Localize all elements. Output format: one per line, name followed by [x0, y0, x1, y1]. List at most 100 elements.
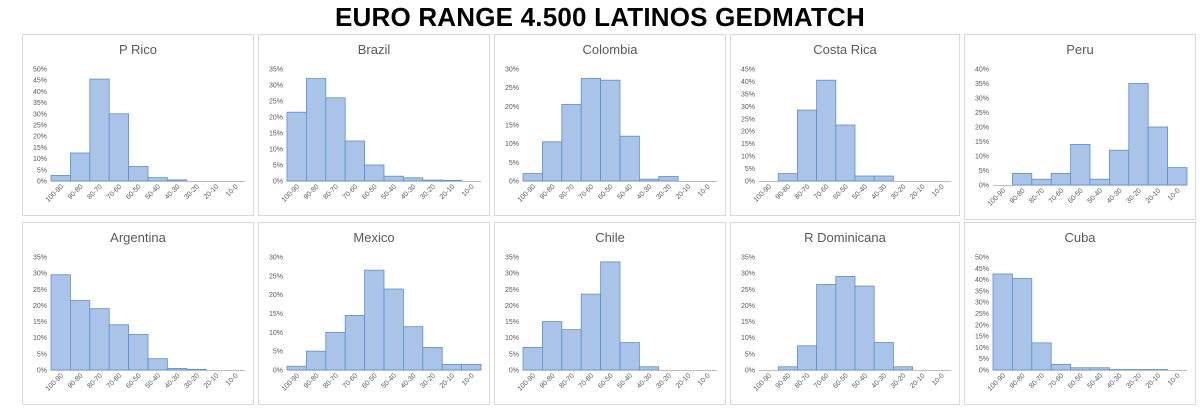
x-tick-label: 80-70	[322, 183, 340, 201]
y-tick-label: 0%	[509, 368, 519, 375]
histogram-bar	[186, 368, 207, 371]
x-tick-label: 10-0	[697, 183, 712, 198]
y-tick-label: 25%	[741, 287, 755, 294]
chart-svg: Peru 0% 5% 10% 15% 20% 25% 30% 35% 40% 100-90 90-80…	[975, 42, 1188, 208]
x-tick-label: 40-30	[1106, 187, 1124, 205]
y-tick-label: 10%	[975, 154, 989, 161]
y-tick-label: 10%	[505, 335, 519, 342]
y-tick-label: 15%	[975, 139, 989, 146]
x-tick-label: 10-0	[225, 183, 240, 198]
x-tick-label: 20-10	[439, 183, 457, 201]
y-tick-label: 10%	[33, 335, 47, 342]
y-tick-label: 40%	[975, 67, 989, 74]
x-tick-label: 70-60	[578, 183, 596, 201]
x-tick-label: 50-40	[1087, 372, 1105, 390]
x-tick-label: 100-90	[45, 372, 65, 392]
y-tick-label: 0%	[273, 179, 283, 186]
x-tick-label: 60-50	[1067, 187, 1085, 205]
chart-panel-r-dominicana: R Dominicana 0% 5% 10% 15% 20% 25% 30% 35% 100-90…	[730, 222, 960, 405]
x-tick-label: 100-90	[517, 372, 537, 392]
histogram-bar	[797, 109, 818, 182]
x-tick-label: 10-0	[461, 372, 476, 387]
y-tick-label: 35%	[33, 100, 47, 107]
chart-title: Colombia	[583, 42, 639, 57]
histogram-bar	[816, 284, 837, 371]
y-tick-label: 20%	[33, 303, 47, 310]
x-tick-label: 30-20	[183, 372, 201, 390]
x-tick-label: 60-50	[125, 372, 143, 390]
x-tick-label: 50-40	[145, 372, 163, 390]
chart-title: Mexico	[353, 230, 394, 245]
y-tick-label: 25%	[269, 273, 283, 280]
histogram-bar	[1050, 172, 1071, 186]
y-tick-label: 20%	[505, 303, 519, 310]
y-tick-label: 10%	[505, 141, 519, 148]
histogram-bar	[600, 79, 621, 182]
histogram-bar	[797, 345, 818, 371]
x-tick-label: 60-50	[361, 372, 379, 390]
x-tick-label: 70-60	[578, 372, 596, 390]
y-tick-label: 5%	[273, 349, 283, 356]
histogram-bar	[835, 124, 856, 182]
y-tick-label: 35%	[269, 67, 283, 74]
histogram-bar	[70, 152, 91, 182]
x-tick-label: 100-90	[517, 183, 537, 203]
x-tick-label: 60-50	[597, 183, 615, 201]
histogram-bar	[1128, 83, 1149, 186]
x-tick-label: 10-0	[1167, 187, 1182, 202]
histogram-bar	[638, 366, 660, 371]
x-tick-label: 60-50	[832, 372, 850, 390]
x-tick-label: 100-90	[753, 372, 773, 392]
y-tick-label: 45%	[741, 67, 755, 74]
x-tick-label: 80-70	[1028, 187, 1046, 205]
y-tick-label: 0%	[509, 179, 519, 186]
y-tick-label: 45%	[975, 266, 989, 273]
histogram-bar	[50, 274, 71, 371]
chart-svg: R Dominicana 0% 5% 10% 15% 20% 25% 30% 35% 100-90…	[741, 230, 951, 393]
y-tick-label: 10%	[269, 330, 283, 337]
x-tick-label: 30-20	[890, 372, 908, 390]
y-tick-label: 0%	[37, 368, 47, 375]
x-tick-label: 70-60	[813, 372, 831, 390]
x-tick-label: 40-30	[164, 183, 182, 201]
y-tick-label: 25%	[975, 110, 989, 117]
y-tick-label: 15%	[741, 319, 755, 326]
y-tick-label: 25%	[505, 85, 519, 92]
histogram-bar	[816, 79, 837, 182]
histogram-bar	[580, 77, 601, 182]
chart-title: Chile	[595, 230, 625, 245]
x-tick-label: 30-20	[419, 183, 437, 201]
chart-panel-cuba: Cuba 0% 5% 10% 15% 20% 25% 30% 35% 40% 45% 50% 100-9…	[964, 222, 1196, 405]
page-title: EURO RANGE 4.500 LATINOS GEDMATCH	[334, 2, 866, 32]
histogram-bar	[147, 177, 168, 182]
histogram-bar	[402, 326, 424, 371]
y-tick-label: 15%	[741, 141, 755, 148]
chart-title: P Rico	[119, 42, 157, 57]
x-tick-label: 80-70	[86, 372, 104, 390]
y-tick-label: 20%	[269, 292, 283, 299]
histogram-bar	[461, 363, 482, 371]
histogram-bar	[89, 78, 110, 182]
histogram-bar	[306, 350, 327, 371]
histogram-bar	[522, 173, 543, 182]
x-tick-label: 100-90	[987, 187, 1007, 207]
histogram-bar	[835, 275, 856, 371]
y-tick-label: 5%	[509, 351, 519, 358]
y-tick-label: 25%	[741, 116, 755, 123]
y-tick-label: 30%	[33, 271, 47, 278]
x-tick-label: 30-20	[1125, 187, 1143, 205]
y-tick-label: 0%	[273, 368, 283, 375]
histogram-bar	[325, 97, 346, 182]
chart-panel-mexico: Mexico 0% 5% 10% 15% 20% 25% 30% 100-90 90-80 80-7…	[258, 222, 490, 405]
y-tick-label: 50%	[975, 255, 989, 262]
x-tick-label: 90-80	[539, 183, 557, 201]
chart-title: Costa Rica	[813, 42, 877, 57]
x-tick-label: 70-60	[342, 183, 360, 201]
histogram-bar	[108, 113, 129, 182]
x-tick-label: 70-60	[106, 372, 124, 390]
histogram-bar	[1031, 178, 1052, 186]
histogram-bar	[70, 300, 91, 371]
y-tick-label: 30%	[975, 96, 989, 103]
y-tick-label: 10%	[741, 335, 755, 342]
chart-panel-brazil: Brazil 0% 5% 10% 15% 20% 25% 30% 35% 100-90 90-80 8…	[258, 34, 490, 216]
